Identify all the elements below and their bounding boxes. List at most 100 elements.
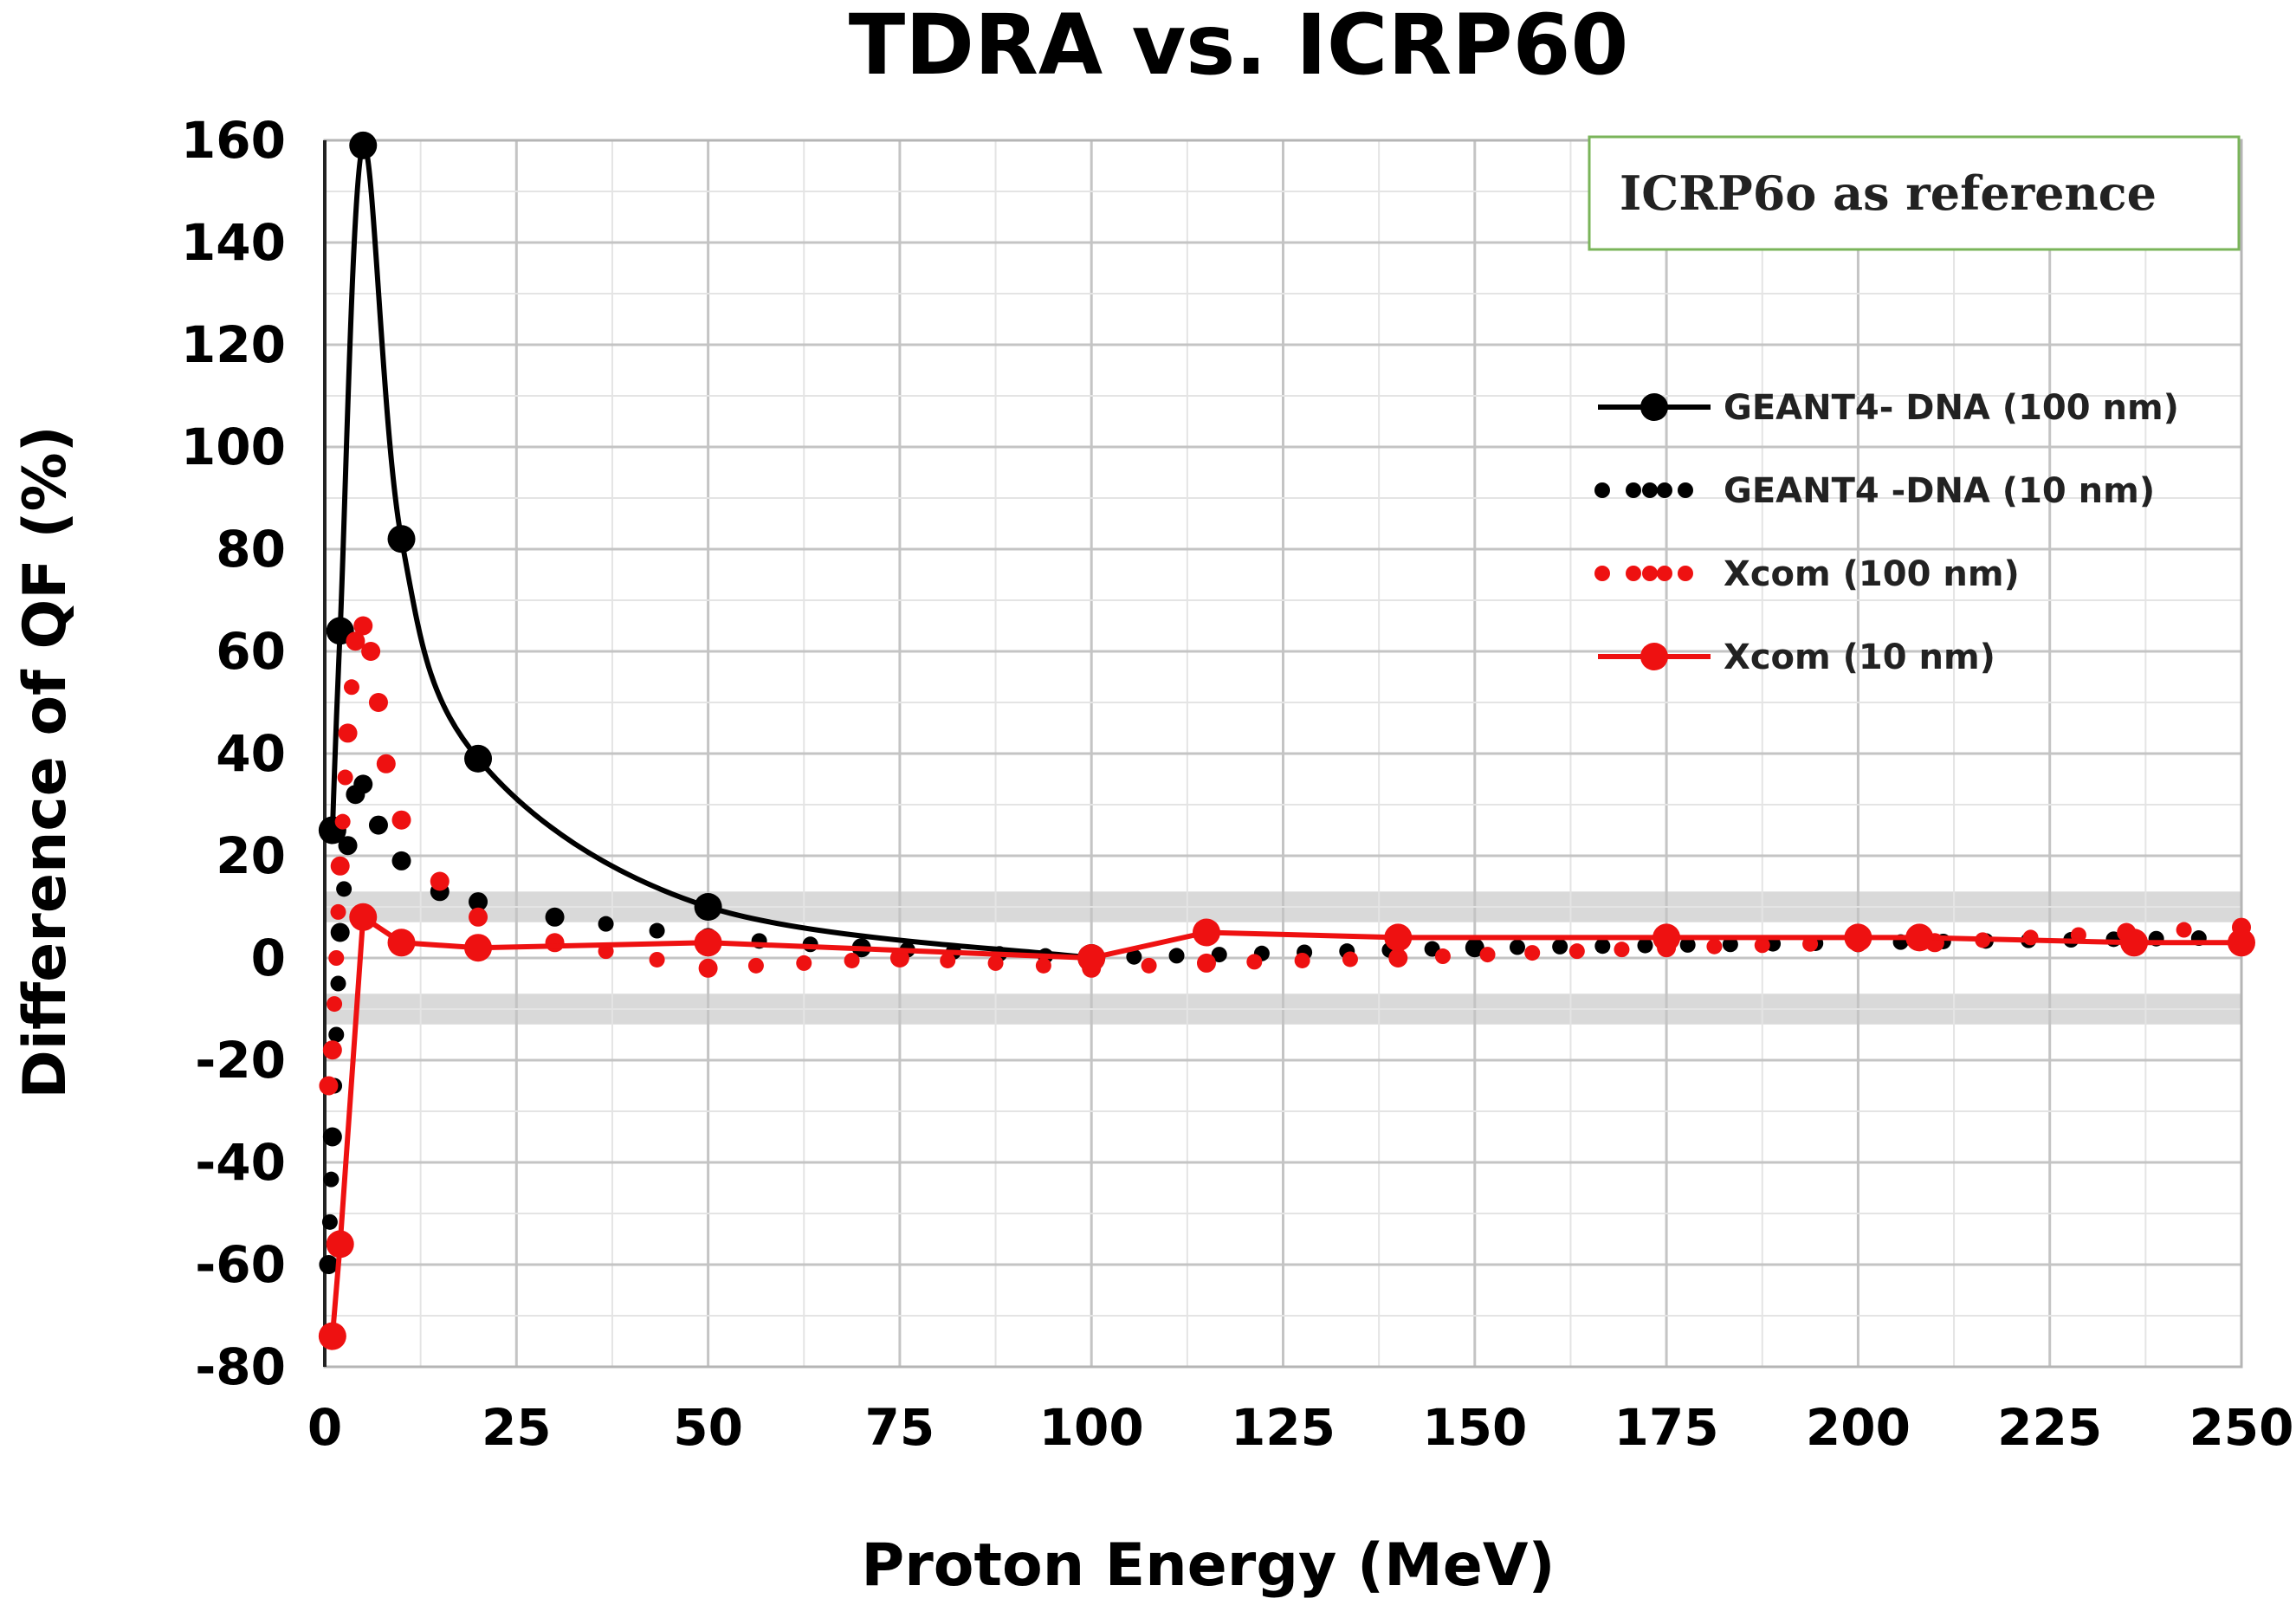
y-tick-label: 80	[216, 520, 286, 579]
x-tick-label: 150	[1422, 1398, 1527, 1457]
series-dot	[844, 952, 860, 968]
data-point	[1388, 948, 1408, 968]
x-tick-label: 125	[1231, 1398, 1336, 1457]
series-0	[318, 131, 1106, 972]
y-tick-label: -80	[195, 1337, 286, 1396]
data-point	[1465, 938, 1484, 958]
legend-swatch-dot	[1594, 566, 1610, 581]
annotation-box	[1588, 135, 2241, 251]
legend-swatch-dot	[1678, 482, 1693, 498]
data-point	[387, 525, 416, 553]
legend-swatch-marker	[1640, 393, 1668, 421]
y-tick-label: -40	[195, 1133, 286, 1192]
series-dot	[598, 916, 614, 932]
data-point	[349, 903, 378, 931]
legend-label: GEANT4 -DNA (10 nm)	[1724, 471, 2155, 511]
x-tick-label: 75	[865, 1398, 935, 1457]
data-point	[1905, 923, 1934, 952]
y-tick-label: -60	[195, 1235, 286, 1294]
series-dot	[940, 952, 956, 968]
series-dot	[796, 955, 812, 971]
series-dot	[330, 975, 346, 992]
legend-label: GEANT4- DNA (100 nm)	[1724, 388, 2179, 428]
x-tick-label: 175	[1614, 1398, 1719, 1457]
data-point	[469, 907, 488, 927]
legend-swatch-dot	[1657, 566, 1672, 581]
series-dot	[1294, 952, 1310, 968]
data-point	[368, 815, 388, 835]
data-point	[361, 642, 381, 661]
series-dot	[321, 1213, 338, 1230]
x-tick-label: 250	[2189, 1398, 2293, 1457]
legend-swatch-dot	[1642, 566, 1658, 581]
x-tick-label: 50	[673, 1398, 743, 1457]
x-tick-label: 225	[1997, 1398, 2102, 1457]
y-axis-label: Difference of QF (%)	[11, 425, 80, 1098]
series-dot	[337, 769, 353, 786]
series-dot	[987, 955, 1004, 971]
series-dot	[334, 813, 351, 830]
data-point	[330, 922, 350, 942]
y-tick-label: -20	[195, 1031, 286, 1090]
x-tick-label: 25	[482, 1398, 552, 1457]
series-dot	[649, 951, 665, 968]
series-line	[329, 914, 2241, 1336]
series-dot	[343, 679, 359, 696]
data-point	[353, 616, 373, 636]
series-dot	[328, 1026, 345, 1043]
data-point	[338, 723, 358, 743]
data-point	[338, 836, 358, 856]
legend-label: Xcom (10 nm)	[1724, 637, 1995, 677]
series-dot	[1168, 948, 1185, 964]
series-dot	[2176, 922, 2192, 938]
data-point	[1384, 923, 1413, 952]
x-tick-label: 100	[1039, 1398, 1144, 1457]
series-dot	[1434, 948, 1451, 965]
data-point	[694, 893, 722, 921]
legend-entry-3: Xcom (10 nm)	[1598, 637, 1995, 677]
series-dot	[1211, 947, 1227, 963]
y-tick-label: 20	[216, 826, 286, 885]
x-axis-ticks: 0 25 50 75 100 125 150 175 200 225 250	[307, 1398, 2294, 1457]
series-line	[329, 142, 1092, 961]
series-dot	[1479, 947, 1496, 963]
y-tick-label: 120	[181, 315, 286, 374]
series-dot	[1552, 938, 1568, 955]
series-dot	[1035, 957, 1051, 974]
data-point	[319, 1076, 339, 1096]
y-tick-label: 0	[251, 929, 286, 987]
data-point	[2228, 929, 2255, 957]
legend-entry-1: GEANT4 -DNA (10 nm)	[1594, 471, 2155, 511]
data-point	[349, 131, 378, 159]
legend-swatch-dot	[1642, 482, 1658, 498]
legend-swatch-dot	[1594, 482, 1610, 498]
chart-title: TDRA vs. ICRP60	[849, 0, 1628, 94]
series-dot	[1246, 954, 1263, 970]
series-dot	[1614, 942, 1630, 958]
data-point	[326, 1230, 354, 1259]
grid-lines	[325, 139, 2243, 1369]
series-dot	[1679, 936, 1696, 953]
y-tick-label: 40	[216, 724, 286, 783]
y-axis-ticks: -80 -60 -40 -20 0 20 40 60 80 100 120 140 160	[181, 111, 286, 1396]
series-dot	[1722, 936, 1738, 953]
series-3	[318, 903, 2255, 1350]
data-point	[391, 810, 411, 830]
y-tick-label: 140	[181, 213, 286, 272]
legend-label: Xcom (100 nm)	[1724, 554, 2020, 594]
legend: GEANT4- DNA (100 nm) GEANT4 -DNA (10 nm) X…	[1594, 388, 2179, 677]
data-point	[1844, 923, 1872, 952]
data-point	[1196, 953, 1216, 973]
data-point	[1192, 918, 1220, 947]
x-tick-label: 200	[1806, 1398, 1911, 1457]
x-axis-label: Proton Energy (MeV)	[861, 1531, 1555, 1600]
data-point	[1077, 944, 1106, 972]
data-point	[545, 907, 565, 927]
data-point	[889, 948, 909, 968]
legend-swatch-marker	[1640, 643, 1668, 670]
y-tick-label: 160	[181, 111, 286, 170]
series-dot	[747, 957, 764, 974]
series-dot	[328, 950, 345, 966]
series-dot	[1754, 937, 1770, 954]
x-tick-label: 0	[307, 1398, 342, 1457]
